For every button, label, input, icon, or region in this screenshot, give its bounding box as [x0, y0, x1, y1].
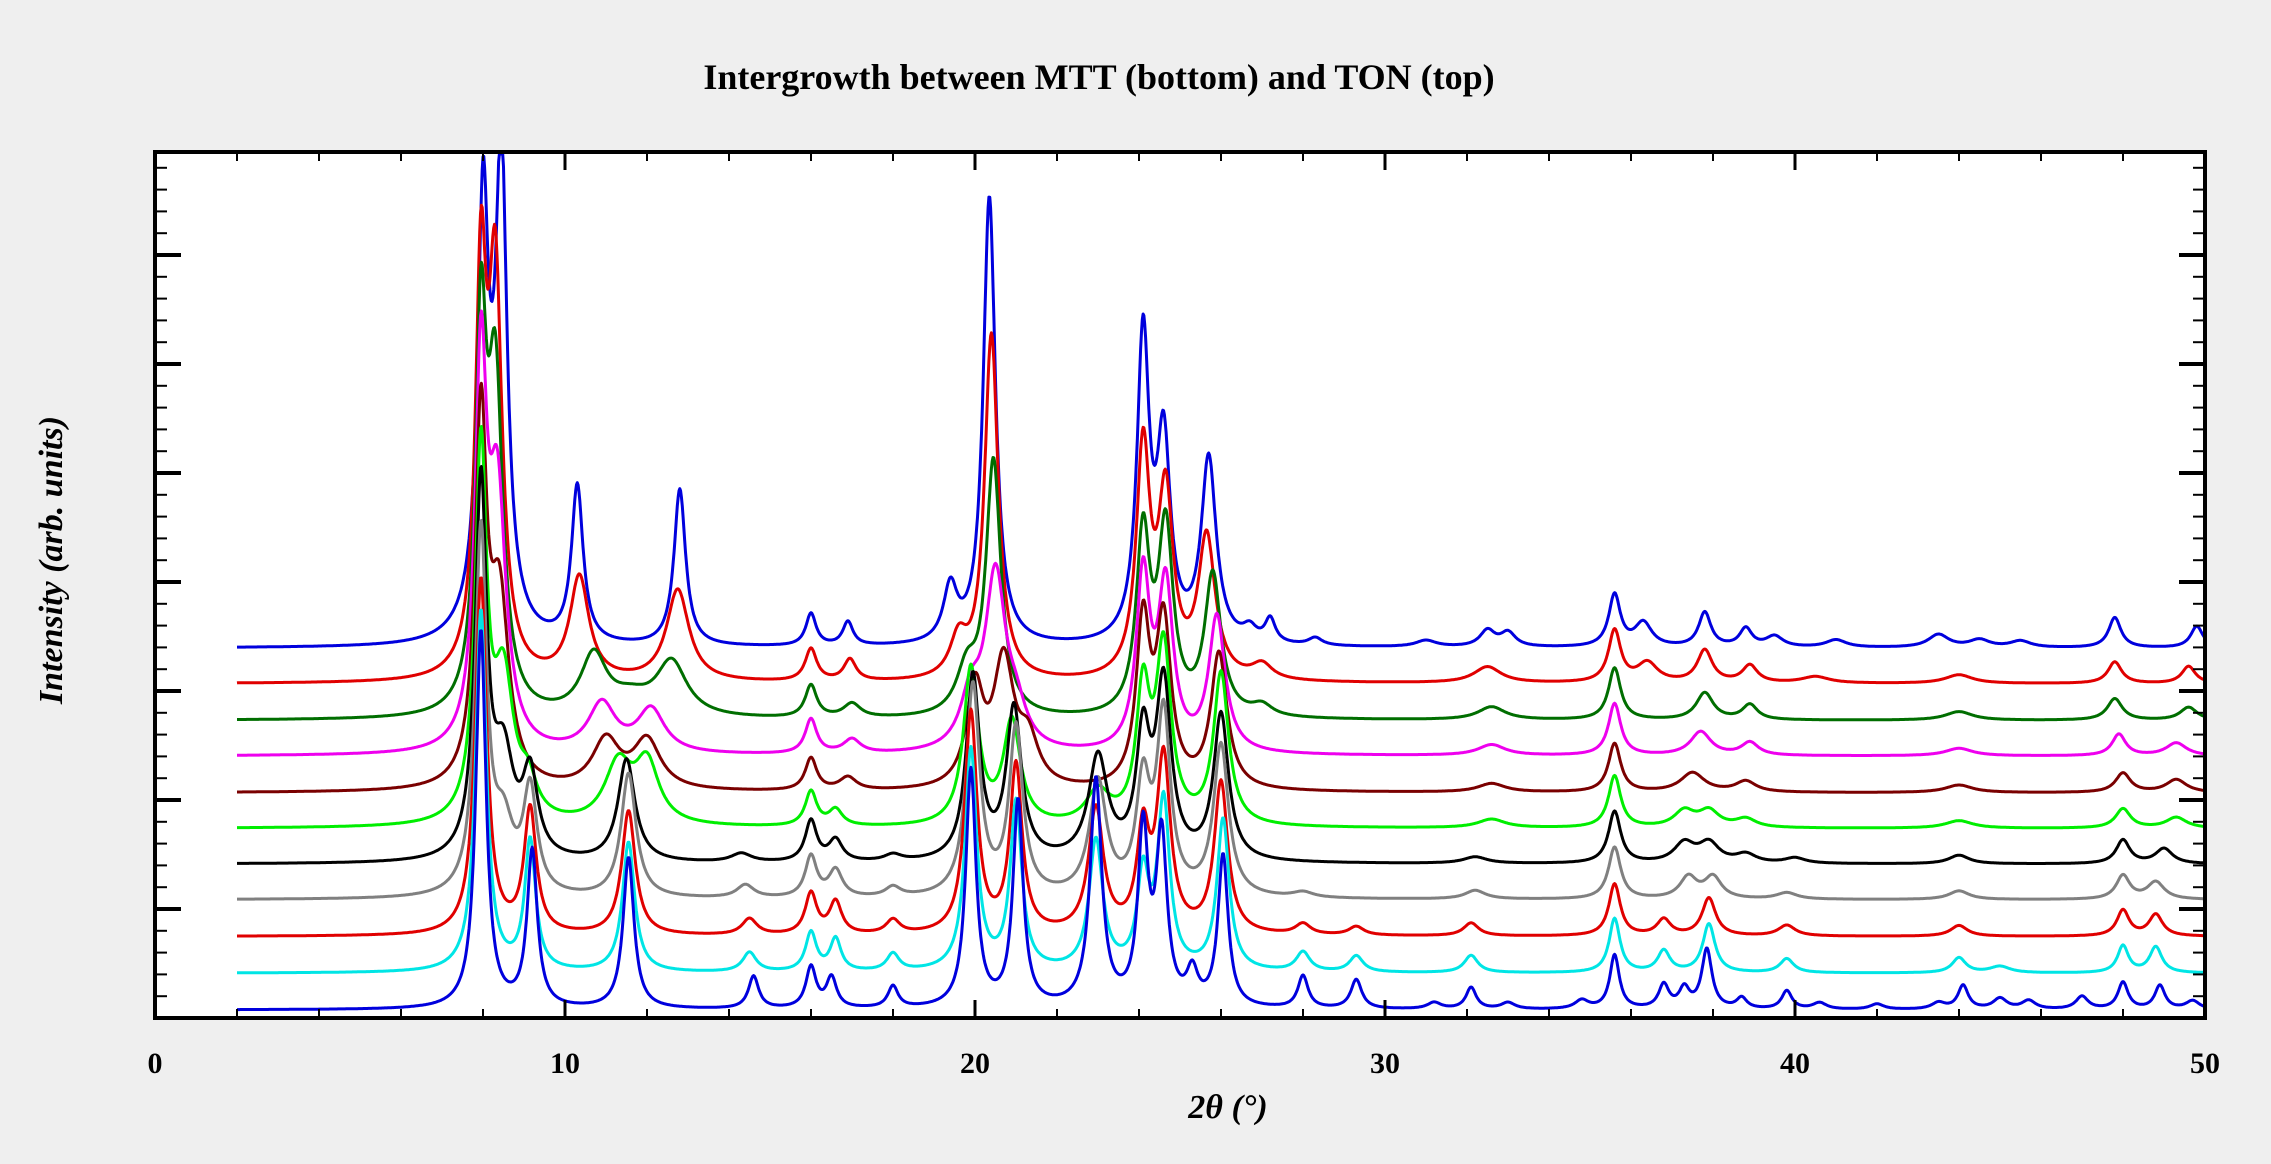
x-tick-labels: 0 10 20 30 40 50: [148, 1047, 2221, 1080]
chart-title: Intergrowth between MTT (bottom) and TON…: [703, 57, 1494, 97]
x-tick-label: 50: [2190, 1047, 2220, 1080]
series-line-9: [236, 576, 2206, 938]
plot-frame: [153, 150, 2207, 1020]
series-line-4: [236, 309, 2206, 757]
series-line-10: [236, 608, 2206, 975]
series-line-8: [236, 519, 2206, 901]
x-tick-label: 10: [550, 1047, 580, 1080]
series-line-7: [236, 465, 2206, 865]
series-layer: [236, 152, 2207, 1012]
x-tick-label: 20: [960, 1047, 990, 1080]
x-axis-label: 2θ (°): [1187, 1089, 1267, 1126]
x-tick-label: 30: [1370, 1047, 1400, 1080]
x-tick-label: 40: [1780, 1047, 1810, 1080]
series-line-5: [236, 381, 2206, 794]
series-line-1: [236, 152, 2207, 649]
y-axis-label: Intensity (arb. units): [33, 416, 70, 705]
series-line-6: [236, 425, 2206, 830]
x-tick-label: 0: [148, 1047, 163, 1080]
